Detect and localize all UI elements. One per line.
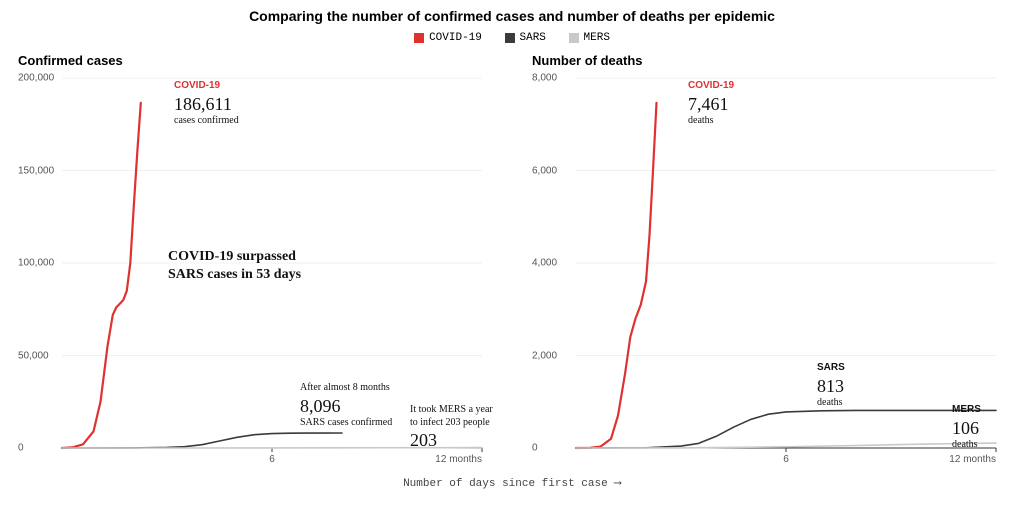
- legend-label-sars: SARS: [520, 32, 546, 44]
- mers-cases-annot: It took MERS a year to infect 203 people…: [410, 404, 500, 452]
- covid-cases-annot: COVID-19186,611cases confirmed: [174, 80, 239, 128]
- mers-deaths-annot: MERS106deaths: [952, 404, 981, 452]
- swatch-sars: [505, 33, 515, 43]
- xaxis-caption: Number of days since first case ⟶: [0, 476, 1024, 490]
- sars-cases-annot: After almost 8 months8,096SARS cases con…: [300, 382, 392, 430]
- ytick-label: 200,000: [18, 73, 54, 84]
- swatch-mers: [569, 33, 579, 43]
- swatch-covid: [414, 33, 424, 43]
- xtick-label: 6: [269, 454, 275, 465]
- panels-row: Confirmed cases 0 50,000 100,000 150,000 200…: [0, 53, 1024, 472]
- covid-deaths-annot: COVID-197,461deaths: [688, 80, 734, 128]
- legend-item-covid: COVID-19: [414, 32, 482, 44]
- ytick-label: 2,000: [532, 350, 557, 361]
- chart-cases: 0 50,000 100,000 150,000 200,000 6 12 months CO…: [18, 72, 492, 472]
- ytick-label: 150,000: [18, 165, 54, 176]
- legend-item-sars: SARS: [505, 32, 546, 44]
- ytick-label: 50,000: [18, 350, 49, 361]
- xtick-label: 12 months: [949, 454, 996, 465]
- ytick-label: 8,000: [532, 73, 557, 84]
- ytick-label: 6,000: [532, 165, 557, 176]
- chart-deaths: 0 2,000 4,000 6,000 8,000 6 12 months COVID-197…: [532, 72, 1006, 472]
- page-title: Comparing the number of confirmed cases …: [0, 0, 1024, 24]
- xtick-label: 12 months: [435, 454, 482, 465]
- panel-cases: Confirmed cases 0 50,000 100,000 150,000 200…: [18, 53, 492, 472]
- callout-cases: COVID-19 surpassedSARS cases in 53 days: [168, 248, 301, 283]
- legend: COVID-19 SARS MERS: [0, 32, 1024, 47]
- sars-deaths-annot: SARS813deaths: [817, 362, 845, 410]
- ytick-label: 4,000: [532, 258, 557, 269]
- panel-deaths: Number of deaths 0 2,000 4,000 6,000 8,000 6 1…: [532, 53, 1006, 472]
- legend-label-mers: MERS: [584, 32, 610, 44]
- legend-label-covid: COVID-19: [429, 32, 482, 44]
- legend-item-mers: MERS: [569, 32, 610, 44]
- panel-title-deaths: Number of deaths: [532, 53, 1006, 68]
- xtick-label: 6: [783, 454, 789, 465]
- panel-title-cases: Confirmed cases: [18, 53, 492, 68]
- ytick-label: 0: [532, 443, 538, 454]
- ytick-label: 100,000: [18, 258, 54, 269]
- ytick-label: 0: [18, 443, 24, 454]
